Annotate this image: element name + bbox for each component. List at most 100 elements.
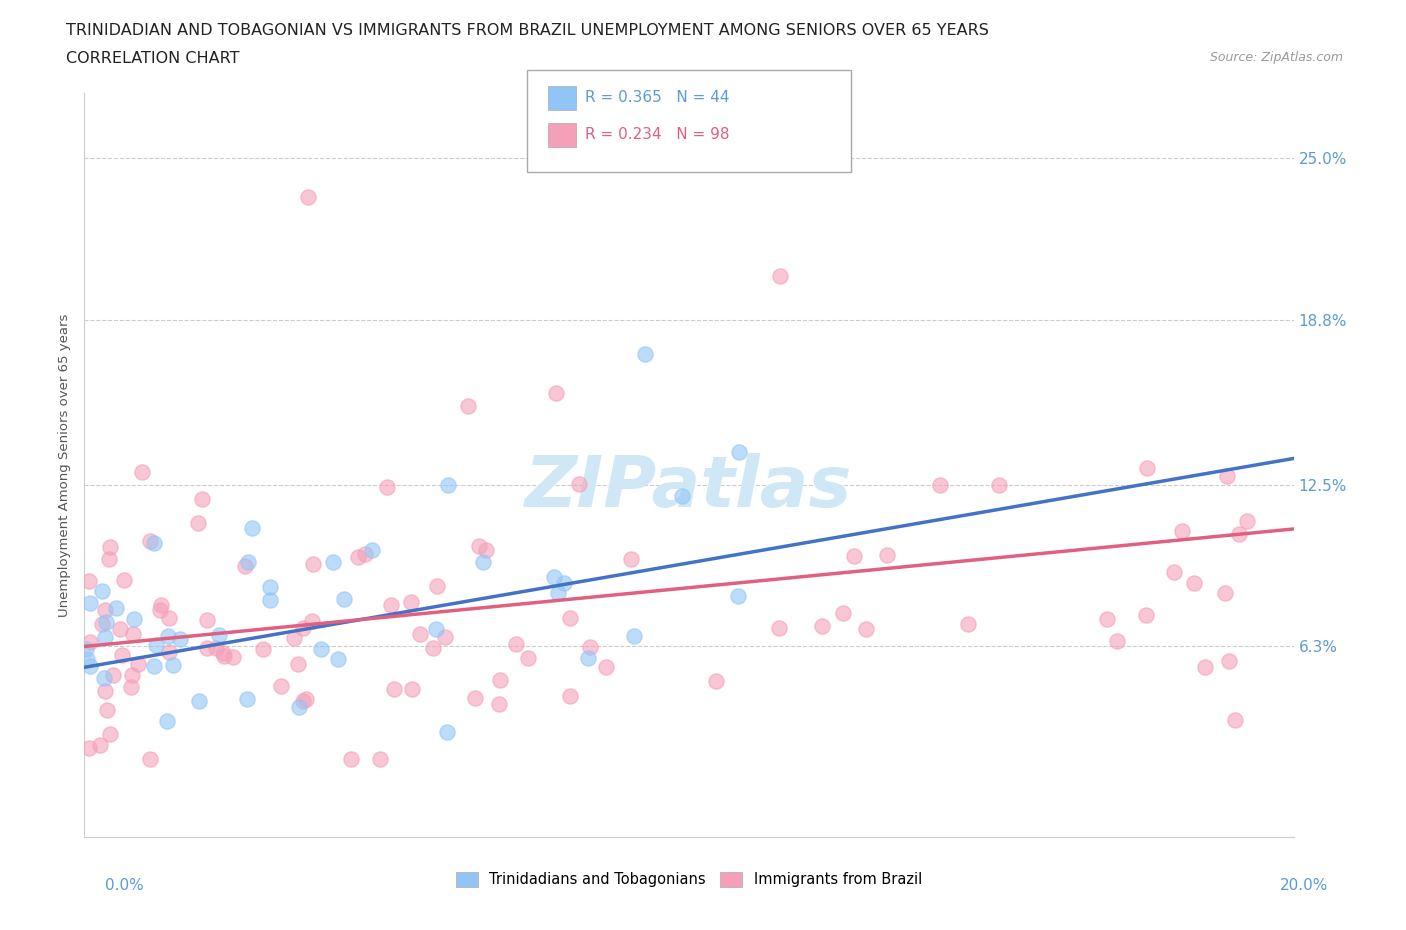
Text: TRINIDADIAN AND TOBAGONIAN VS IMMIGRANTS FROM BRAZIL UNEMPLOYMENT AMONG SENIORS : TRINIDADIAN AND TOBAGONIAN VS IMMIGRANTS… — [66, 23, 988, 38]
Point — [1223, 712, 1246, 727]
Point — [1194, 660, 1216, 675]
Point — [79, 659, 101, 674]
Point — [505, 636, 527, 651]
Point — [328, 651, 350, 666]
Point — [1105, 633, 1128, 648]
Point — [259, 592, 281, 607]
Point — [671, 488, 693, 503]
Point — [436, 725, 458, 740]
Point — [464, 690, 486, 705]
Point — [236, 691, 259, 706]
Point — [332, 591, 354, 606]
Point — [488, 697, 510, 711]
Point — [205, 640, 228, 655]
Point — [1135, 607, 1157, 622]
Point — [149, 598, 172, 613]
Point — [468, 538, 491, 553]
Point — [516, 650, 538, 665]
Point — [727, 589, 749, 604]
Point — [558, 610, 581, 625]
Point — [620, 551, 643, 566]
Point — [212, 649, 235, 664]
Point — [187, 515, 209, 530]
Point — [546, 386, 568, 401]
Point — [222, 649, 245, 664]
Point — [375, 480, 398, 495]
Point — [156, 629, 179, 644]
Point — [832, 605, 855, 620]
Point — [131, 465, 153, 480]
Text: 0.0%: 0.0% — [105, 878, 145, 893]
Point — [579, 640, 602, 655]
Point — [295, 692, 318, 707]
Point — [162, 658, 184, 673]
Point — [1216, 469, 1239, 484]
Point — [1095, 612, 1118, 627]
Point — [706, 673, 728, 688]
Point — [211, 645, 233, 660]
Point — [89, 737, 111, 752]
Point — [408, 626, 430, 641]
Point — [595, 659, 617, 674]
Point — [94, 630, 117, 644]
Point — [471, 554, 494, 569]
Point — [98, 727, 121, 742]
Point — [233, 559, 256, 574]
Point — [122, 627, 145, 642]
Point — [558, 688, 581, 703]
Point — [77, 574, 100, 589]
Point — [287, 657, 309, 671]
Text: R = 0.234   N = 98: R = 0.234 N = 98 — [585, 127, 730, 142]
Point — [297, 190, 319, 205]
Point — [368, 751, 391, 766]
Point — [769, 268, 792, 283]
Point — [94, 684, 117, 698]
Text: 20.0%: 20.0% — [1281, 878, 1329, 893]
Point — [195, 613, 218, 628]
Point — [112, 573, 135, 588]
Point — [90, 617, 112, 631]
Point — [768, 620, 790, 635]
Point — [98, 539, 121, 554]
Point — [96, 702, 118, 717]
Text: ZIPatlas: ZIPatlas — [526, 453, 852, 522]
Point — [149, 602, 172, 617]
Point — [101, 668, 124, 683]
Point — [111, 647, 134, 662]
Point — [93, 671, 115, 686]
Point — [401, 682, 423, 697]
Point — [322, 555, 344, 570]
Point — [270, 679, 292, 694]
Point — [436, 477, 458, 492]
Point — [568, 477, 591, 492]
Point — [98, 551, 121, 566]
Point — [361, 543, 384, 558]
Point — [811, 618, 834, 633]
Point — [634, 347, 657, 362]
Point — [354, 547, 377, 562]
Point — [855, 621, 877, 636]
Point — [928, 477, 950, 492]
Point — [425, 621, 447, 636]
Point — [156, 713, 179, 728]
Point — [142, 536, 165, 551]
Point — [543, 569, 565, 584]
Text: Source: ZipAtlas.com: Source: ZipAtlas.com — [1209, 51, 1343, 64]
Point — [1136, 461, 1159, 476]
Point — [190, 492, 212, 507]
Point — [79, 740, 101, 755]
Point — [104, 600, 127, 615]
Point — [157, 644, 180, 659]
Point — [121, 667, 143, 682]
Point — [139, 534, 162, 549]
Point — [291, 621, 314, 636]
Point — [142, 658, 165, 673]
Point — [426, 578, 449, 593]
Point — [547, 586, 569, 601]
Point — [195, 641, 218, 656]
Point — [76, 651, 98, 666]
Point — [122, 612, 145, 627]
Point — [301, 614, 323, 629]
Point — [457, 399, 479, 414]
Point — [139, 751, 162, 766]
